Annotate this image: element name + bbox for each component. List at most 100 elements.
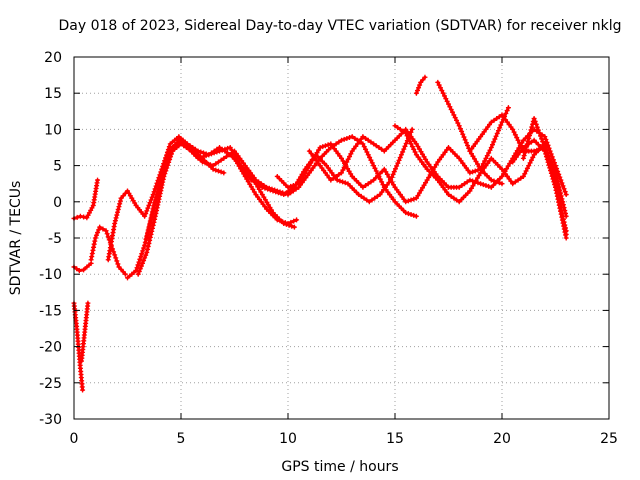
plus-marker	[372, 165, 378, 171]
plus-marker	[277, 218, 283, 224]
plus-marker	[520, 155, 526, 161]
plus-marker	[239, 168, 245, 174]
plus-marker	[489, 142, 495, 148]
plus-marker	[341, 164, 347, 170]
plus-marker	[277, 189, 283, 195]
plus-marker	[144, 246, 150, 252]
plus-marker	[203, 153, 209, 159]
plus-marker	[300, 173, 306, 179]
plus-marker	[365, 181, 371, 187]
plus-marker	[390, 182, 396, 188]
plus-marker	[282, 191, 288, 197]
plus-marker	[139, 260, 145, 266]
plus-marker	[136, 268, 142, 274]
plus-marker	[210, 166, 216, 172]
plus-marker	[344, 135, 350, 141]
y-tick-label: 10	[44, 122, 62, 138]
plus-marker	[563, 228, 569, 234]
plus-marker	[456, 184, 462, 190]
plus-marker	[145, 243, 151, 249]
plus-marker	[548, 159, 554, 165]
plus-marker	[293, 182, 299, 188]
plus-marker	[218, 169, 224, 175]
plus-marker	[467, 188, 473, 194]
plus-marker	[147, 200, 153, 206]
plus-marker	[373, 143, 379, 149]
plus-marker	[411, 212, 417, 218]
plus-marker	[236, 163, 242, 169]
plus-marker	[348, 171, 354, 177]
plus-marker	[380, 182, 386, 188]
plus-marker	[435, 79, 441, 85]
plus-marker	[364, 197, 370, 203]
plus-marker	[551, 167, 557, 173]
plus-marker	[494, 179, 500, 185]
plus-marker	[117, 201, 123, 207]
plus-marker	[491, 139, 497, 145]
plus-marker	[280, 219, 286, 225]
plus-marker	[261, 194, 267, 200]
plus-marker	[409, 126, 415, 132]
plus-marker	[116, 204, 122, 210]
plus-marker	[137, 256, 143, 262]
plus-marker	[529, 124, 535, 130]
plus-marker	[314, 150, 320, 156]
plus-marker	[206, 152, 212, 158]
plus-marker	[264, 199, 270, 205]
plus-marker	[454, 117, 460, 123]
plus-marker	[516, 140, 522, 146]
plus-marker	[455, 120, 461, 126]
plus-marker	[436, 82, 442, 88]
plus-marker	[341, 136, 347, 142]
plus-marker	[211, 148, 217, 154]
plus-marker	[285, 192, 291, 198]
plus-marker	[496, 180, 502, 186]
plus-marker	[480, 182, 486, 188]
plus-marker	[296, 181, 302, 187]
plus-marker	[81, 214, 87, 220]
plus-marker	[549, 161, 555, 167]
plus-marker	[404, 133, 410, 139]
plus-marker	[415, 193, 421, 199]
plus-marker	[512, 179, 518, 185]
plus-marker	[446, 101, 451, 107]
plus-marker	[468, 185, 474, 191]
plus-marker	[340, 167, 346, 173]
plus-marker	[290, 183, 296, 189]
plus-marker	[499, 119, 505, 125]
plus-marker	[259, 192, 265, 198]
plus-marker	[280, 190, 286, 196]
x-tick-label: 5	[177, 431, 186, 447]
plus-marker	[486, 183, 492, 189]
plus-marker	[433, 162, 439, 168]
series-trace-16	[467, 112, 569, 237]
plus-marker	[265, 202, 271, 208]
plus-marker	[134, 265, 140, 271]
plus-marker	[160, 173, 166, 179]
plus-marker	[144, 249, 150, 255]
plus-marker	[421, 182, 427, 188]
plus-marker	[158, 179, 164, 185]
plus-marker	[522, 171, 528, 177]
plus-marker	[473, 178, 479, 184]
plus-marker	[144, 235, 150, 241]
plus-marker	[558, 177, 564, 183]
plus-marker	[563, 192, 569, 198]
plus-marker	[392, 123, 398, 129]
plus-marker	[459, 128, 465, 134]
y-tick-label: -15	[39, 303, 62, 319]
plus-marker	[524, 165, 530, 171]
y-tick-label: 5	[53, 159, 62, 175]
plus-marker	[542, 145, 548, 150]
plus-marker	[383, 169, 389, 175]
plus-marker	[543, 147, 549, 153]
plus-marker	[495, 128, 501, 134]
plus-marker	[112, 221, 118, 227]
plus-marker	[480, 161, 486, 167]
plus-marker	[162, 167, 168, 173]
plus-marker	[154, 193, 160, 199]
plus-marker	[531, 116, 537, 122]
plus-marker	[557, 190, 563, 196]
plus-marker	[112, 218, 118, 224]
plus-marker	[148, 217, 154, 223]
